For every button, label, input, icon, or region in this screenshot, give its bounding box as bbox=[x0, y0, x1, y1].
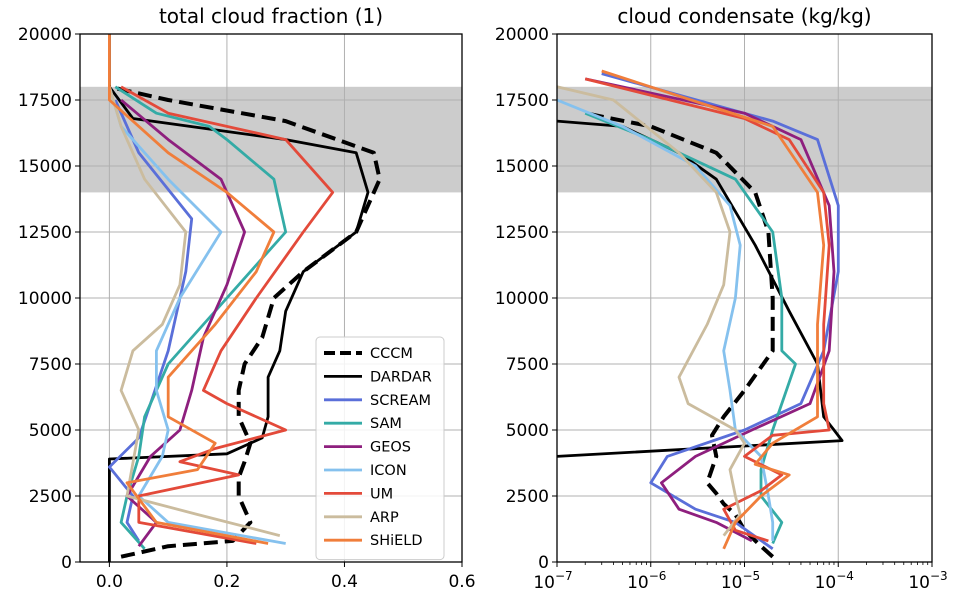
legend-label: DARDAR bbox=[370, 369, 432, 385]
y-tick-label: 2500 bbox=[29, 487, 72, 507]
x-tick-label: 0.0 bbox=[96, 572, 123, 592]
y-tick-label: 0 bbox=[61, 553, 72, 573]
series-line-um bbox=[120, 85, 335, 545]
plot-frame bbox=[556, 33, 933, 563]
x-tick-label: 0.2 bbox=[213, 572, 240, 592]
plot-frame bbox=[79, 33, 463, 563]
legend-box bbox=[315, 336, 445, 561]
series-line-shield bbox=[108, 34, 276, 545]
y-tick-label: 17500 bbox=[18, 91, 72, 111]
y-tick-label: 15000 bbox=[18, 157, 72, 177]
chart-title: cloud condensate (kg/kg) bbox=[617, 4, 871, 28]
series-group bbox=[108, 34, 382, 562]
panel-cloud-condensate: 0 2500 5000 7500 10000 12500 15000 17500 20000 10… bbox=[495, 4, 948, 593]
y-tick-label: 15000 bbox=[495, 157, 549, 177]
legend-label: SCREAM bbox=[370, 393, 431, 409]
y-tick-label: 2500 bbox=[506, 487, 549, 507]
x-tick-label: 0.4 bbox=[331, 572, 358, 592]
y-tick-label: 12500 bbox=[495, 223, 549, 243]
x-tick-label: 10−7 bbox=[533, 569, 572, 593]
y-tick-label: 20000 bbox=[495, 25, 549, 45]
legend-label: ICON bbox=[370, 463, 407, 479]
x-tick-label: 0.6 bbox=[448, 572, 475, 592]
series-line-geos bbox=[120, 98, 246, 548]
series-group bbox=[557, 69, 844, 559]
series-line-shield bbox=[601, 69, 826, 550]
series-line-scream bbox=[601, 72, 840, 550]
panel-total-cloud-fraction: 0 2500 5000 7500 10000 12500 15000 17500 20000 0.… bbox=[18, 4, 476, 592]
x-tick-label: 10−4 bbox=[815, 569, 854, 593]
legend-label: SHiELD bbox=[370, 533, 423, 549]
y-tick-label: 12500 bbox=[18, 223, 72, 243]
y-tick-label: 17500 bbox=[495, 91, 549, 111]
y-tick-label: 20000 bbox=[18, 25, 72, 45]
y-tick-label: 10000 bbox=[495, 289, 549, 309]
legend-label: GEOS bbox=[370, 440, 411, 456]
chart-title: total cloud fraction (1) bbox=[159, 4, 383, 28]
legend-label: UM bbox=[370, 486, 393, 502]
y-tick-label: 7500 bbox=[29, 355, 72, 375]
y-tick-label: 7500 bbox=[506, 355, 549, 375]
legend-label: CCCM bbox=[370, 346, 413, 362]
series-line-geos bbox=[584, 77, 836, 543]
legend-label: ARP bbox=[370, 510, 399, 526]
series-line-sam bbox=[584, 111, 797, 545]
x-tick-label: 10−5 bbox=[721, 569, 760, 593]
x-tick-label: 10−3 bbox=[908, 569, 947, 593]
series-line-arp bbox=[557, 85, 746, 537]
legend-label: SAM bbox=[370, 416, 402, 432]
y-tick-label: 10000 bbox=[18, 289, 72, 309]
y-tick-label: 5000 bbox=[506, 421, 549, 441]
legend: CCCM DARDAR SCREAM SAM GEOS ICON UM ARP SHiELD bbox=[315, 336, 445, 561]
y-tick-label: 5000 bbox=[29, 421, 72, 441]
x-tick-label: 10−6 bbox=[627, 569, 666, 593]
series-line-dardar bbox=[108, 34, 370, 562]
series-line-icon bbox=[557, 98, 775, 541]
y-tick-label: 0 bbox=[538, 553, 549, 573]
